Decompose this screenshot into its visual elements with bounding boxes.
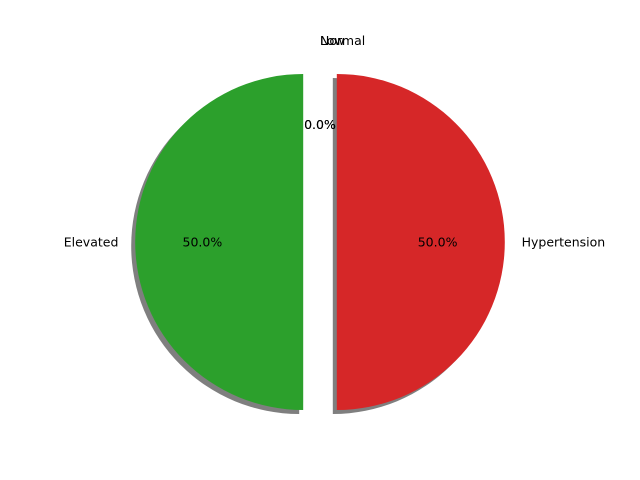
percent-label-normal: 0.0% [304, 117, 336, 132]
category-label-elevated: Elevated [64, 235, 119, 250]
category-label-low: Low [320, 33, 345, 48]
pie-slices [135, 74, 505, 410]
slice-hypertension [336, 74, 505, 410]
slice-elevated [135, 74, 304, 410]
category-label-normal: Normal [320, 33, 365, 48]
percent-label-low: 0.0% [304, 117, 336, 132]
category-label-hypertension: Hypertension [522, 235, 606, 250]
percent-label-hypertension: 50.0% [418, 235, 458, 250]
percent-label-elevated: 50.0% [183, 235, 223, 250]
